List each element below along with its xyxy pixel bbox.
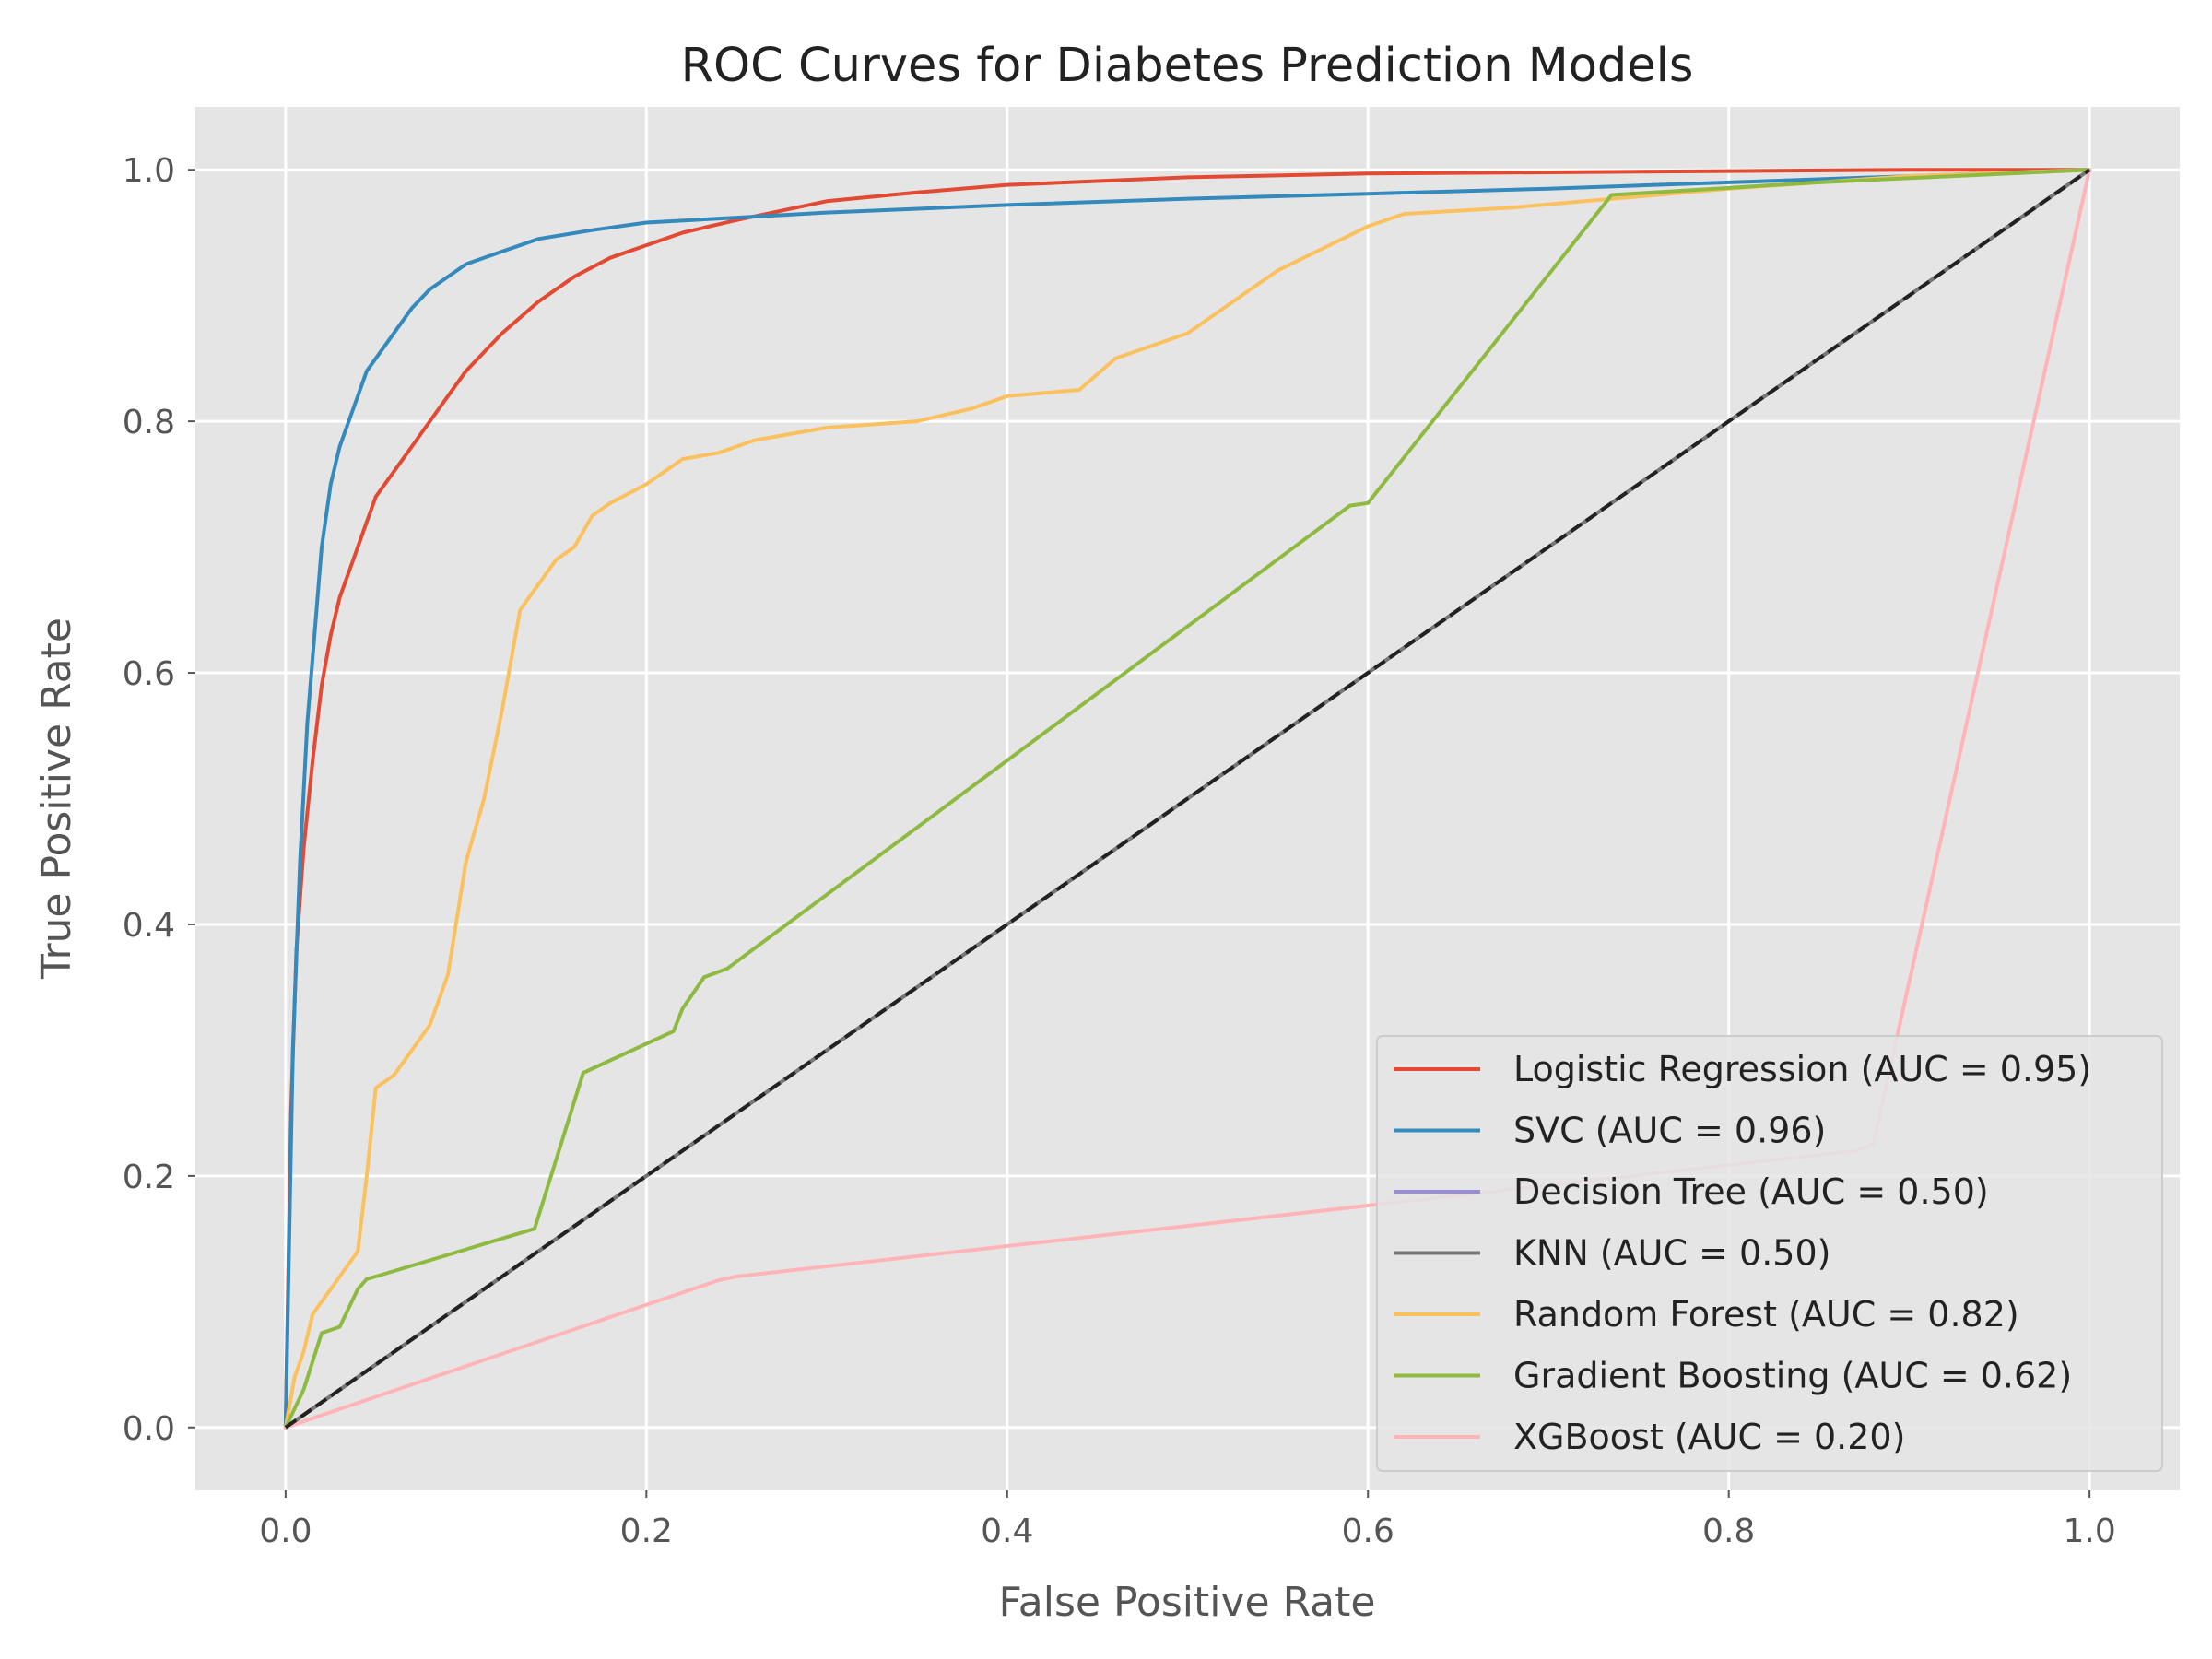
y-tick-label: 1.0	[123, 152, 175, 190]
y-tick-label: 0.8	[123, 404, 175, 441]
x-tick-label: 0.2	[620, 1512, 673, 1550]
x-tick-label: 0.8	[1702, 1512, 1755, 1550]
legend-label: KNN (AUC = 0.50)	[1513, 1233, 1830, 1274]
chart-title: ROC Curves for Diabetes Prediction Model…	[681, 39, 1694, 93]
series-line-random-forest	[283, 168, 2092, 1430]
legend-label: Decision Tree (AUC = 0.50)	[1513, 1171, 1989, 1212]
y-tick-label: 0.4	[123, 907, 175, 945]
tick-labels: 0.0 0.2 0.4 0.6 0.8 1.0 0.0 0.2 0.4 0.6 0.8 1.0	[123, 152, 2116, 1550]
legend-box	[1376, 1035, 2163, 1472]
series-line-gradient-boosting	[283, 168, 2092, 1430]
legend-label: Gradient Boosting (AUC = 0.62)	[1513, 1356, 2072, 1396]
series-line-svc	[283, 168, 2092, 1430]
chance-diagonal-line	[284, 168, 2091, 1430]
y-axis-label: True Positive Rate	[33, 618, 80, 980]
x-tick-label: 0.4	[981, 1512, 1033, 1550]
y-tick-label: 0.2	[123, 1159, 175, 1196]
legend-label: XGBoost (AUC = 0.20)	[1513, 1417, 1905, 1457]
legend: Logistic Regression (AUC = 0.95) SVC (AUC…	[1376, 1035, 2163, 1472]
x-tick-label: 0.6	[1342, 1512, 1394, 1550]
x-axis-label: False Positive Rate	[999, 1579, 1376, 1626]
x-tick-label: 0.0	[259, 1512, 312, 1550]
legend-label: Random Forest (AUC = 0.82)	[1513, 1294, 2019, 1335]
series-line-xgboost	[283, 168, 2092, 1430]
y-tick-label: 0.0	[123, 1410, 175, 1448]
series-lines	[283, 168, 2092, 1430]
legend-label: Logistic Regression (AUC = 0.95)	[1513, 1049, 2091, 1089]
legend-label: SVC (AUC = 0.96)	[1513, 1111, 1826, 1151]
series-line-logistic-regression	[283, 168, 2092, 1430]
y-tick-label: 0.6	[123, 655, 175, 693]
x-tick-label: 1.0	[2064, 1512, 2116, 1550]
